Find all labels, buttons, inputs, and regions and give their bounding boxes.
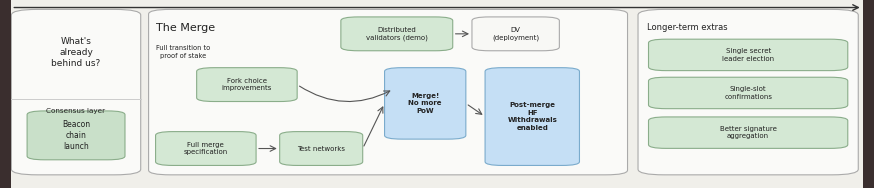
FancyBboxPatch shape bbox=[341, 17, 453, 51]
FancyBboxPatch shape bbox=[638, 9, 858, 175]
Text: Single-slot
confirmations: Single-slot confirmations bbox=[725, 86, 772, 100]
Text: Full transition to
proof of stake: Full transition to proof of stake bbox=[156, 45, 210, 59]
Bar bbox=[863, 0, 874, 188]
Text: Test networks: Test networks bbox=[297, 146, 345, 152]
FancyBboxPatch shape bbox=[156, 132, 256, 165]
Text: Post-merge
HF
Withdrawals
enabled: Post-merge HF Withdrawals enabled bbox=[507, 102, 558, 131]
FancyBboxPatch shape bbox=[485, 68, 579, 165]
Text: Consensus layer: Consensus layer bbox=[46, 108, 106, 114]
Text: Longer-term extras: Longer-term extras bbox=[647, 23, 727, 32]
Text: Merge!
No more
PoW: Merge! No more PoW bbox=[408, 93, 442, 114]
FancyBboxPatch shape bbox=[649, 39, 848, 71]
Text: Distributed
validators (demo): Distributed validators (demo) bbox=[366, 27, 427, 41]
Text: Fork choice
improvements: Fork choice improvements bbox=[222, 78, 272, 91]
Text: Single secret
leader election: Single secret leader election bbox=[722, 48, 774, 62]
Bar bbox=[0, 0, 11, 188]
FancyBboxPatch shape bbox=[149, 9, 628, 175]
Text: The Merge: The Merge bbox=[156, 23, 215, 33]
Text: Full merge
specification: Full merge specification bbox=[184, 142, 228, 155]
FancyBboxPatch shape bbox=[11, 9, 141, 175]
FancyBboxPatch shape bbox=[649, 117, 848, 148]
FancyBboxPatch shape bbox=[649, 77, 848, 109]
Text: Beacon
chain
launch: Beacon chain launch bbox=[62, 120, 90, 151]
Text: What's
already
behind us?: What's already behind us? bbox=[52, 37, 101, 68]
FancyBboxPatch shape bbox=[472, 17, 559, 51]
FancyBboxPatch shape bbox=[385, 68, 466, 139]
FancyBboxPatch shape bbox=[197, 68, 297, 102]
Text: Better signature
aggregation: Better signature aggregation bbox=[719, 126, 777, 139]
FancyBboxPatch shape bbox=[27, 111, 125, 160]
Text: DV
(deployment): DV (deployment) bbox=[492, 27, 539, 41]
FancyBboxPatch shape bbox=[280, 132, 363, 165]
